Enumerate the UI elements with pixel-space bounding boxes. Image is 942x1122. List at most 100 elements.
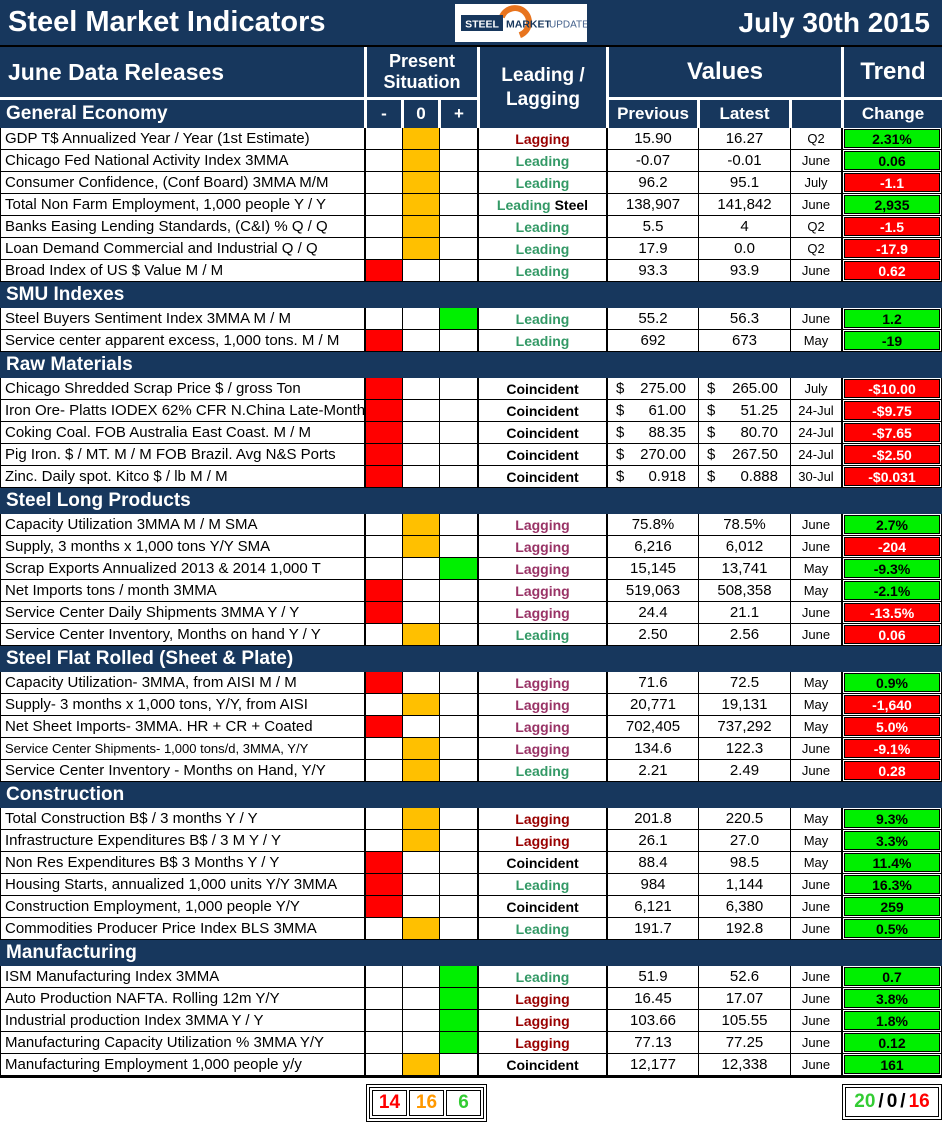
situation-plus-cell [440,966,479,988]
leading-lagging-label: Coincident [506,380,579,397]
previous-value-cell: 692 [608,330,699,352]
period-cell: July [791,378,843,400]
summary-bar: 14 16 6 20 / 0 / 16 [0,1078,942,1122]
indicator-row: Pig Iron. $ / MT. M / M FOB Brazil. Avg … [0,444,942,466]
latest-value-cell: 56.3 [699,308,791,330]
leading-lagging-label: Leading [515,310,570,327]
indicator-row: Capacity Utilization 3MMA M / M SMA Laggi… [0,514,942,536]
leading-lagging-label: Leading [515,174,570,191]
leading-lagging-label: Leading [515,218,570,235]
indicator-label: Manufacturing Capacity Utilization % 3MM… [0,1032,366,1054]
situation-zero-cell [403,444,440,466]
leading-lagging-label: Lagging [515,582,570,599]
leading-lagging-label: Lagging [515,674,570,691]
situation-zero-cell [403,602,440,624]
previous-value-cell: 17.9 [608,238,699,260]
situation-plus-cell [440,694,479,716]
leading-lagging-cell: Leading [479,238,608,260]
situation-plus-cell [440,466,479,488]
currency-symbol: $ [616,380,625,397]
leading-lagging-cell: Coincident [479,400,608,422]
situation-minus-cell [366,194,403,216]
period-cell: May [791,716,843,738]
indicator-row: Service Center Inventory - Months on Han… [0,760,942,782]
situation-minus-cell [366,238,403,260]
previous-value-cell: $270.00 [608,444,699,466]
section-header: Steel Flat Rolled (Sheet & Plate) [0,646,942,672]
leading-lagging-cell: Coincident [479,852,608,874]
indicator-label: Commodities Producer Price Index BLS 3MM… [0,918,366,940]
situation-zero-cell [403,1010,440,1032]
period-cell: June [791,536,843,558]
situation-plus-cell [440,238,479,260]
change-cell: 0.06 [843,150,942,172]
previous-value-cell: -0.07 [608,150,699,172]
change-value: 2,935 [844,195,940,214]
section-header: Steel Long Products [0,488,942,514]
change-value: -204 [844,537,940,556]
situation-plus-cell [440,624,479,646]
indicator-row: ISM Manufacturing Index 3MMA Leading 51.9 5… [0,966,942,988]
latest-value-cell: 16.27 [699,128,791,150]
leading-lagging-label: Leading [515,262,570,279]
situation-minus-cell [366,694,403,716]
section-header: SMU Indexes [0,282,942,308]
indicator-label: Pig Iron. $ / MT. M / M FOB Brazil. Avg … [0,444,366,466]
situation-plus-cell [440,514,479,536]
indicator-label: Service center apparent excess, 1,000 to… [0,330,366,352]
situation-plus-cell [440,536,479,558]
leading-lagging-label: Leading [515,920,570,937]
situation-zero-cell [403,194,440,216]
indicator-row: Chicago Shredded Scrap Price $ / gross T… [0,378,942,400]
change-value: -1.5 [844,217,940,236]
indicator-label: Construction Employment, 1,000 people Y/… [0,896,366,918]
leading-lagging-label: Lagging [515,832,570,849]
situation-plus-cell [440,330,479,352]
change-value: -9.1% [844,739,940,758]
leading-lagging-cell: Lagging [479,1010,608,1032]
logo-update-text: UPDATE [549,20,587,31]
currency-symbol: $ [707,402,716,419]
leading-lagging-label: Lagging [515,130,570,147]
indicator-label: Iron Ore- Platts IODEX 62% CFR N.China L… [0,400,366,422]
situation-plus-cell [440,988,479,1010]
change-value: 16.3% [844,875,940,894]
latest-value-cell: 1,144 [699,874,791,896]
situation-minus-cell [366,150,403,172]
change-cell: -$9.75 [843,400,942,422]
situation-plus-cell [440,216,479,238]
situation-plus-cell [440,444,479,466]
leading-lagging-cell: Lagging [479,716,608,738]
situation-plus-cell [440,760,479,782]
leading-lagging-label: Lagging [515,516,570,533]
situation-zero-cell [403,738,440,760]
situation-minus-cell [366,422,403,444]
situation-plus-cell [440,1054,479,1076]
situation-minus-cell [366,830,403,852]
indicator-label: Non Res Expenditures B$ 3 Months Y / Y [0,852,366,874]
indicator-row: Net Imports tons / month 3MMA Lagging 519,… [0,580,942,602]
previous-value-cell: 88.4 [608,852,699,874]
change-value: 2.7% [844,515,940,534]
leading-lagging-label: Leading [515,876,570,893]
title-bar: Steel Market Indicators STEEL MARKET UPD… [0,0,942,47]
change-value: 1.8% [844,1011,940,1030]
change-value: 161 [844,1055,940,1074]
latest-value-cell: 105.55 [699,1010,791,1032]
situation-minus-cell [366,602,403,624]
period-cell: 24-Jul [791,400,843,422]
indicator-row: Non Res Expenditures B$ 3 Months Y / Y Co… [0,852,942,874]
leading-lagging-cell: Leading [479,966,608,988]
change-value: 259 [844,897,940,916]
change-value: 0.06 [844,151,940,170]
indicator-label: Net Sheet Imports- 3MMA. HR + CR + Coate… [0,716,366,738]
change-cell: 1.2 [843,308,942,330]
section-header: Construction [0,782,942,808]
situation-plus-cell [440,918,479,940]
trend-up-count: 20 [854,1091,876,1112]
change-value: 0.62 [844,261,940,280]
situation-count-neutral: 16 [409,1090,444,1116]
indicator-row: Coking Coal. FOB Australia East Coast. M… [0,422,942,444]
situation-zero-cell [403,238,440,260]
leading-lagging-suffix: Steel [554,196,589,213]
